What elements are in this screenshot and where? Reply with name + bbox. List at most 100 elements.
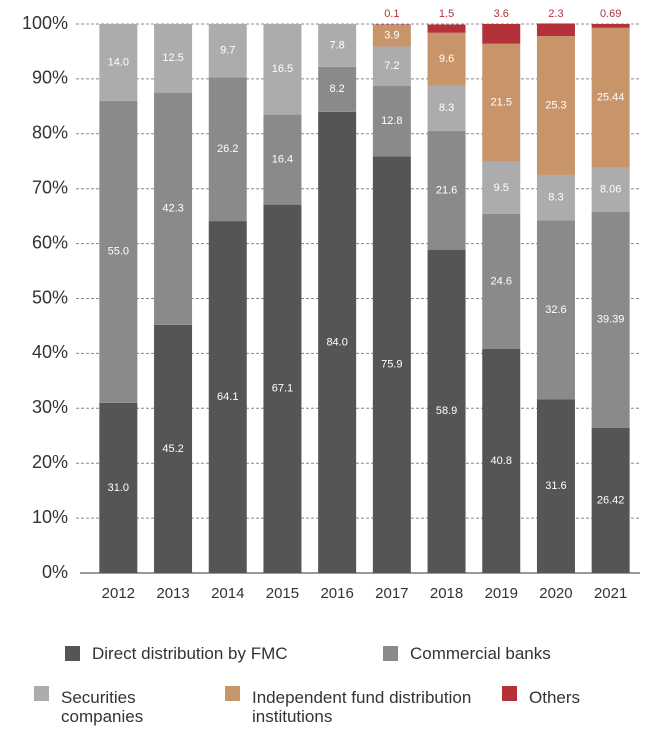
data-label: 16.4 [272, 154, 293, 166]
bar-segment [591, 24, 630, 28]
legend-label: Direct distribution by FMC [92, 644, 288, 663]
data-label: 31.6 [545, 480, 566, 492]
x-tick-label: 2016 [320, 585, 353, 602]
x-tick-label: 2018 [430, 585, 463, 602]
bar-segment [536, 399, 575, 573]
bar-segment [263, 204, 302, 573]
legend-swatch [225, 686, 240, 701]
legend-label: Commercial banks [410, 644, 551, 663]
data-label: 26.2 [217, 143, 238, 155]
bar-segment [372, 25, 411, 47]
bar-segment [591, 167, 630, 212]
bar-segment [536, 174, 575, 221]
data-label: 58.9 [436, 405, 457, 417]
data-label: 26.42 [597, 494, 625, 506]
bar-segment [591, 427, 630, 573]
data-label: 21.6 [436, 184, 457, 196]
bar-segment [427, 24, 466, 33]
x-tick-label: 2015 [266, 585, 299, 602]
y-tick-label: 90% [32, 68, 68, 88]
bar-segment [99, 24, 138, 101]
bar-segment [208, 24, 247, 78]
bar-segment [318, 111, 357, 573]
data-label: 32.6 [545, 304, 566, 316]
x-tick-label: 2017 [375, 585, 408, 602]
y-tick-label: 60% [32, 232, 68, 252]
data-label: 12.8 [381, 115, 402, 127]
bar-segment [208, 77, 247, 222]
data-label: 0.1 [384, 8, 399, 20]
x-tick-label: 2014 [211, 585, 244, 602]
data-label: 40.8 [491, 455, 512, 467]
legend-item: Commercial banks [383, 644, 551, 663]
bar-segment [482, 349, 521, 573]
legend-label: Independent fund distribution institutio… [252, 688, 472, 726]
data-label: 0.69 [600, 8, 621, 20]
y-tick-label: 50% [32, 287, 68, 307]
y-tick-label: 30% [32, 397, 68, 417]
data-label: 2.3 [548, 8, 563, 20]
bar-segment [591, 27, 630, 168]
y-tick-label: 10% [32, 507, 68, 527]
data-label: 14.0 [108, 56, 129, 68]
x-tick-label: 2012 [102, 585, 135, 602]
bar-segment [536, 23, 575, 37]
data-label: 25.44 [597, 92, 625, 104]
data-label: 21.5 [491, 97, 512, 109]
legend-label: Securities companies [61, 688, 144, 726]
bar-segment [427, 249, 466, 573]
bar-segment [427, 32, 466, 86]
data-label: 64.1 [217, 391, 238, 403]
data-label: 8.3 [548, 192, 563, 204]
bar-segment [372, 86, 411, 157]
data-label: 12.5 [162, 52, 183, 64]
bar-segment [318, 24, 357, 67]
data-label: 9.6 [439, 53, 454, 65]
x-tick-label: 2019 [485, 585, 518, 602]
data-label: 1.5 [439, 8, 454, 20]
bar-segment [536, 36, 575, 175]
data-label: 8.3 [439, 102, 454, 114]
data-label: 3.9 [384, 30, 399, 42]
legend-item: Others [502, 684, 580, 707]
data-label: 45.2 [162, 443, 183, 455]
data-label: 8.2 [330, 83, 345, 95]
y-tick-label: 40% [32, 342, 68, 362]
legend-swatch [34, 686, 49, 701]
data-label: 8.06 [600, 183, 621, 195]
bar-segment [99, 402, 138, 573]
data-label: 7.8 [330, 39, 345, 51]
bar-segment [154, 24, 193, 93]
bar-segment [208, 221, 247, 573]
bar-segment [591, 211, 630, 428]
y-tick-label: 70% [32, 177, 68, 197]
data-label: 31.0 [108, 482, 129, 494]
bar-segment [427, 85, 466, 132]
data-label: 9.7 [220, 45, 235, 57]
y-tick-label: 100% [22, 13, 68, 33]
data-label: 24.6 [491, 275, 512, 287]
x-tick-label: 2021 [594, 585, 627, 602]
legend-label: Others [529, 688, 581, 707]
data-label: 9.5 [494, 182, 509, 194]
data-label: 3.6 [494, 8, 509, 20]
bar-segment [536, 220, 575, 400]
legend-swatch [502, 686, 517, 701]
legend-swatch [383, 646, 398, 661]
data-label: 42.3 [162, 203, 183, 215]
y-tick-label: 80% [32, 123, 68, 143]
data-label: 7.2 [384, 60, 399, 72]
legend-item: Securities companies [34, 684, 161, 726]
data-label: 16.5 [272, 63, 293, 75]
bar-segment [427, 131, 466, 250]
bar-segment [482, 24, 521, 44]
y-tick-label: 20% [32, 452, 68, 472]
bar-segment [482, 43, 521, 162]
bar-segment [318, 66, 357, 112]
bar-segment [482, 213, 521, 350]
y-tick-label: 0% [42, 562, 68, 582]
bar-segment [372, 24, 411, 26]
bar-segment [482, 161, 521, 214]
bar-segment [263, 114, 302, 205]
legend-swatch [65, 646, 80, 661]
